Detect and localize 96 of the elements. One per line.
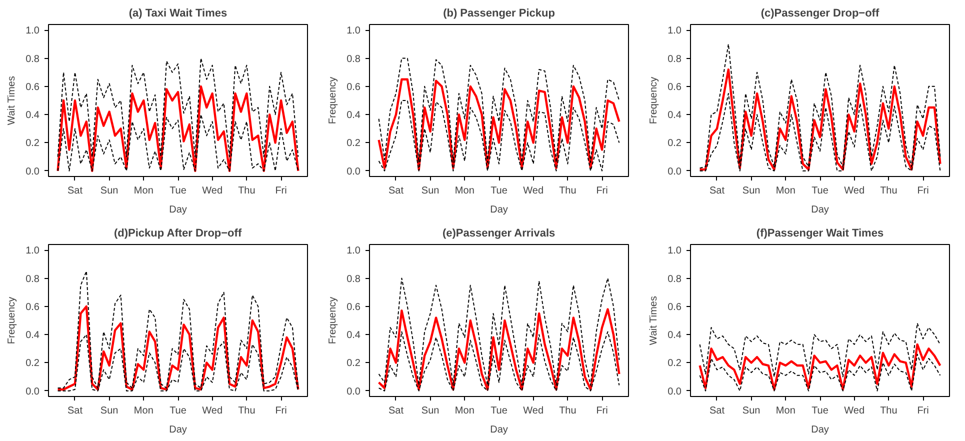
x-tick-label: Mon [454, 406, 474, 416]
x-tick-label: Wed [844, 406, 865, 416]
x-tick-label: Mon [134, 406, 154, 416]
x-tick-label: Wed [202, 406, 223, 416]
chart-title: (b) Passenger Pickup [443, 8, 556, 20]
y-tick-label: 0.0 [346, 166, 361, 178]
x-tick-label: Tue [170, 186, 187, 196]
y-tick-label: 0.2 [346, 138, 361, 150]
x-tick-label: Fri [275, 186, 287, 196]
y-tick-label: 1.0 [26, 246, 40, 257]
x-tick-label: Sat [67, 186, 83, 196]
y-tick-label: 0.0 [668, 386, 682, 398]
x-tick-label: Sun [742, 406, 760, 416]
chart-title: (d)Pickup After Drop−off [114, 228, 242, 240]
chart-title: (a) Taxi Wait Times [128, 8, 228, 20]
y-tick-label: 0.4 [346, 110, 361, 122]
x-tick-label: Sat [388, 186, 404, 196]
y-tick-label: 0.8 [26, 274, 40, 285]
x-tick-label: Wed [202, 186, 223, 196]
y-tick-label: 1.0 [668, 26, 682, 37]
x-tick-label: Fri [275, 406, 287, 416]
x-tick-label: Wed [523, 186, 544, 196]
y-tick-label: 0.6 [346, 82, 361, 93]
y-tick-label: 0.4 [668, 110, 682, 122]
x-tick-label: Fri [917, 186, 929, 196]
y-tick-label: 0.4 [668, 330, 682, 342]
y-tick-label: 0.4 [26, 110, 40, 122]
y-tick-label: 0.8 [668, 274, 682, 285]
x-axis-title: Day [811, 204, 829, 216]
x-tick-label: Sun [421, 406, 440, 416]
x-tick-label: Sun [100, 186, 118, 196]
x-tick-label: Sun [742, 186, 760, 196]
x-tick-label: Wed [844, 186, 865, 196]
y-tick-label: 0.2 [26, 138, 40, 150]
y-axis-title: Wait Times [648, 296, 660, 346]
y-tick-label: 0.4 [26, 330, 40, 342]
x-axis-title: Day [169, 204, 187, 216]
y-tick-label: 0.2 [346, 358, 361, 370]
x-tick-label: Tue [812, 186, 829, 196]
x-tick-label: Sun [100, 406, 118, 416]
x-tick-label: Thu [559, 406, 576, 416]
x-tick-label: Thu [238, 406, 256, 416]
x-tick-label: Thu [880, 186, 898, 196]
y-tick-label: 0.2 [668, 358, 682, 370]
y-tick-label: 0.8 [346, 54, 361, 65]
x-tick-label: Sat [388, 406, 404, 416]
x-tick-label: Tue [490, 186, 508, 196]
y-tick-label: 0.6 [26, 302, 40, 313]
y-tick-label: 0.0 [346, 386, 361, 398]
y-tick-label: 0.8 [668, 54, 682, 65]
x-tick-label: Thu [559, 186, 576, 196]
y-tick-label: 0.6 [346, 302, 361, 313]
x-tick-label: Tue [490, 406, 508, 416]
chart-title: (f)Passenger Wait Times [756, 228, 884, 240]
y-tick-label: 0.0 [26, 166, 40, 178]
y-axis-title: Frequency [648, 76, 660, 124]
x-tick-label: Mon [776, 186, 796, 196]
x-tick-label: Fri [596, 406, 608, 416]
x-tick-label: Tue [812, 406, 829, 416]
x-tick-label: Fri [917, 406, 929, 416]
x-tick-label: Sat [709, 186, 725, 196]
y-tick-label: 0.0 [668, 166, 682, 178]
x-tick-label: Sat [709, 406, 725, 416]
x-tick-label: Sat [67, 406, 83, 416]
y-axis-title: Frequency [6, 296, 18, 344]
y-axis-title: Frequency [328, 76, 339, 124]
y-axis-title: Wait Times [6, 76, 18, 126]
chart-title: (e)Passenger Arrivals [442, 228, 556, 240]
y-tick-label: 0.0 [26, 386, 40, 398]
x-tick-label: Wed [523, 406, 544, 416]
x-axis-title: Day [490, 204, 508, 216]
y-axis-title: Frequency [328, 296, 339, 344]
x-axis-title: Day [490, 424, 508, 436]
x-tick-label: Mon [776, 406, 796, 416]
y-tick-label: 1.0 [668, 246, 682, 257]
y-tick-label: 0.8 [346, 274, 361, 285]
x-axis-title: Day [169, 424, 187, 436]
y-tick-label: 0.2 [668, 138, 682, 150]
y-tick-label: 1.0 [346, 246, 361, 257]
x-axis-title: Day [811, 424, 829, 436]
y-tick-label: 1.0 [26, 26, 40, 37]
x-tick-label: Mon [134, 186, 154, 196]
x-tick-label: Mon [454, 186, 474, 196]
y-tick-label: 1.0 [346, 26, 361, 37]
y-tick-label: 0.6 [26, 82, 40, 93]
x-tick-label: Tue [170, 406, 187, 416]
x-tick-label: Sun [421, 186, 440, 196]
y-tick-label: 0.6 [668, 302, 682, 313]
y-tick-label: 0.4 [346, 330, 361, 342]
x-tick-label: Fri [596, 186, 608, 196]
x-tick-label: Thu [880, 406, 898, 416]
y-tick-label: 0.6 [668, 82, 682, 93]
y-tick-label: 0.8 [26, 54, 40, 65]
y-tick-label: 0.2 [26, 358, 40, 370]
chart-title: (c)Passenger Drop−off [760, 8, 880, 20]
x-tick-label: Thu [238, 186, 256, 196]
